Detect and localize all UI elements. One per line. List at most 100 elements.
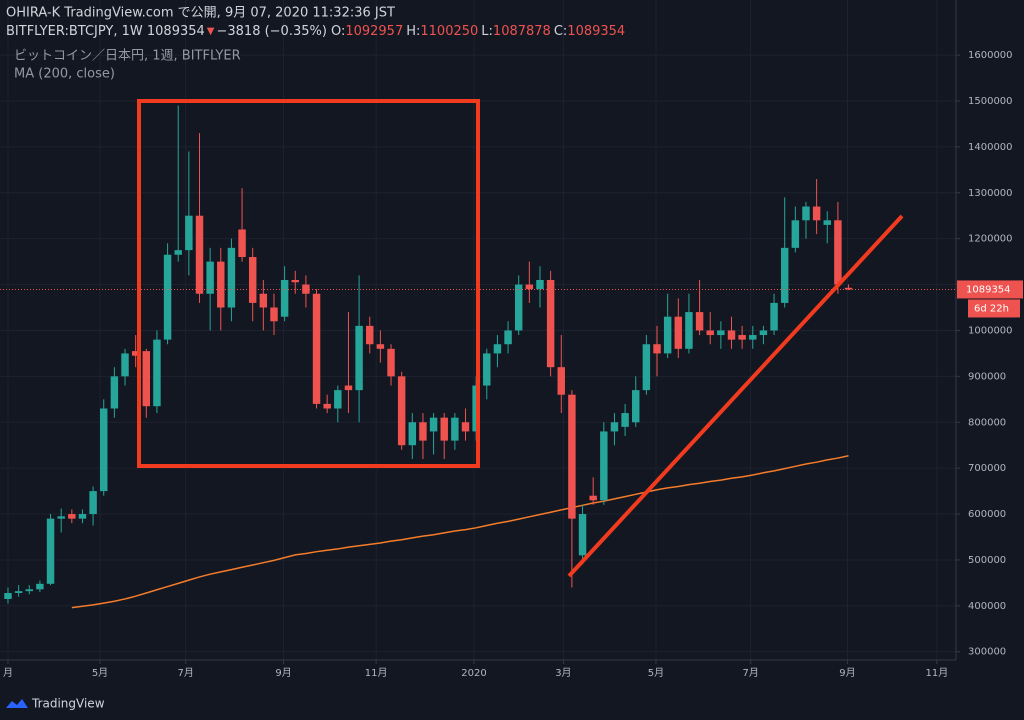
candle-body	[653, 344, 661, 354]
footer	[0, 690, 1024, 720]
x-tick-label: 11月	[925, 667, 948, 679]
candle-body	[89, 491, 97, 515]
candle-body	[4, 592, 12, 599]
countdown-box	[968, 299, 1020, 318]
candle-body	[46, 518, 55, 584]
ohlc-value: 1092957	[345, 24, 403, 39]
x-tick-label: 3月	[555, 667, 571, 679]
candle-body	[280, 279, 289, 317]
ma-layer	[71, 455, 849, 609]
candle-body	[419, 422, 427, 441]
y-tick-label: 700000	[968, 463, 1006, 474]
candle-body	[408, 422, 417, 446]
candle-body	[568, 394, 576, 519]
axis-layer: 300000 400000 500000 600000 700000 800000 9000…	[3, 50, 1023, 679]
y-tick-label: 600000	[968, 509, 1006, 520]
candle-body	[493, 344, 502, 354]
candle-body	[738, 335, 746, 340]
candle-body	[57, 516, 65, 519]
x-tick-label: 5月	[648, 667, 664, 679]
candle-body	[25, 589, 33, 592]
candle-body	[695, 312, 704, 331]
last-price-label: 1089354	[966, 284, 1011, 295]
y-tick-label: 500000	[968, 555, 1006, 566]
highlight-box	[137, 99, 480, 468]
ohlc-label: C:	[554, 24, 567, 39]
candle-body	[823, 220, 831, 225]
ohlc-value: 1087878	[493, 24, 551, 39]
candle-body	[153, 339, 161, 407]
countdown-label: 6d 22h	[974, 303, 1009, 314]
header-title: OHIRA-K TradingView.com で公開, 9月 07, 2020…	[6, 6, 395, 21]
candle-body	[674, 316, 683, 349]
candle-body	[483, 353, 491, 386]
y-tick-label: 1000000	[968, 325, 1013, 336]
y-tick-label: 300000	[968, 647, 1006, 658]
candle-body	[259, 293, 268, 308]
ma-line	[71, 455, 849, 609]
candle-body	[334, 390, 342, 409]
candle-body	[780, 247, 789, 303]
candle-body	[195, 215, 204, 294]
last-price-box	[957, 280, 1023, 299]
x-tick-label: 2020	[461, 668, 486, 679]
x-tick-label: 5月	[92, 667, 108, 679]
legend-instrument: ビットコイン／日本円, 1週, BITFLYER	[14, 49, 241, 64]
brand-name: TradingView	[31, 697, 105, 711]
brand-logo	[6, 699, 28, 708]
candle-body	[706, 330, 714, 336]
candle-body	[451, 417, 459, 441]
candle-body	[791, 220, 800, 248]
ohlc-label: O:	[331, 24, 345, 39]
candle-body	[270, 307, 278, 322]
candle-body	[621, 413, 629, 427]
candle-body	[546, 279, 555, 368]
y-tick-label: 1600000	[968, 50, 1013, 61]
trend-line	[567, 214, 904, 578]
candle-body	[578, 514, 587, 556]
candle-body	[802, 206, 810, 221]
candle-body	[248, 257, 257, 303]
change: −3818 (−0.35%)	[216, 24, 326, 39]
candle-body	[589, 495, 597, 501]
candle-body	[323, 403, 331, 409]
x-tick-label: 7月	[742, 667, 758, 679]
candle-body	[217, 261, 225, 308]
candle-body	[717, 330, 725, 336]
candle-body	[110, 376, 119, 409]
y-tick-label: 1200000	[968, 234, 1013, 245]
candle-body	[834, 220, 842, 285]
candle-body	[312, 293, 321, 404]
ohlc-value: 1089354	[567, 24, 625, 39]
candle-body	[600, 431, 608, 501]
candle-body	[685, 312, 693, 349]
candle-body	[78, 514, 87, 519]
y-tick-label: 400000	[968, 601, 1006, 612]
candle-body	[759, 330, 768, 336]
candle-body	[121, 353, 129, 377]
y-tick-label: 800000	[968, 417, 1006, 428]
candle-body	[632, 390, 640, 423]
candle-body	[536, 279, 544, 290]
candle-body	[642, 344, 651, 391]
candle-body	[812, 206, 821, 221]
candle-body	[844, 287, 853, 290]
change-arrow: ▼	[207, 26, 215, 37]
candle-body	[663, 316, 672, 354]
y-tick-label: 900000	[968, 371, 1006, 382]
candle-body	[185, 215, 193, 251]
candle-body	[68, 514, 76, 519]
candle-body	[514, 284, 523, 331]
candle-body	[163, 254, 172, 340]
candle-body	[227, 247, 236, 308]
candle-body	[504, 330, 512, 345]
candle-body	[770, 302, 778, 331]
candle-body	[461, 422, 470, 432]
candle-body	[525, 284, 534, 290]
candle-body	[610, 422, 619, 432]
y-tick-label: 1500000	[968, 96, 1013, 107]
candle-body	[36, 583, 44, 590]
candle-body	[206, 261, 214, 294]
x-tick-label: 7月	[177, 667, 193, 679]
